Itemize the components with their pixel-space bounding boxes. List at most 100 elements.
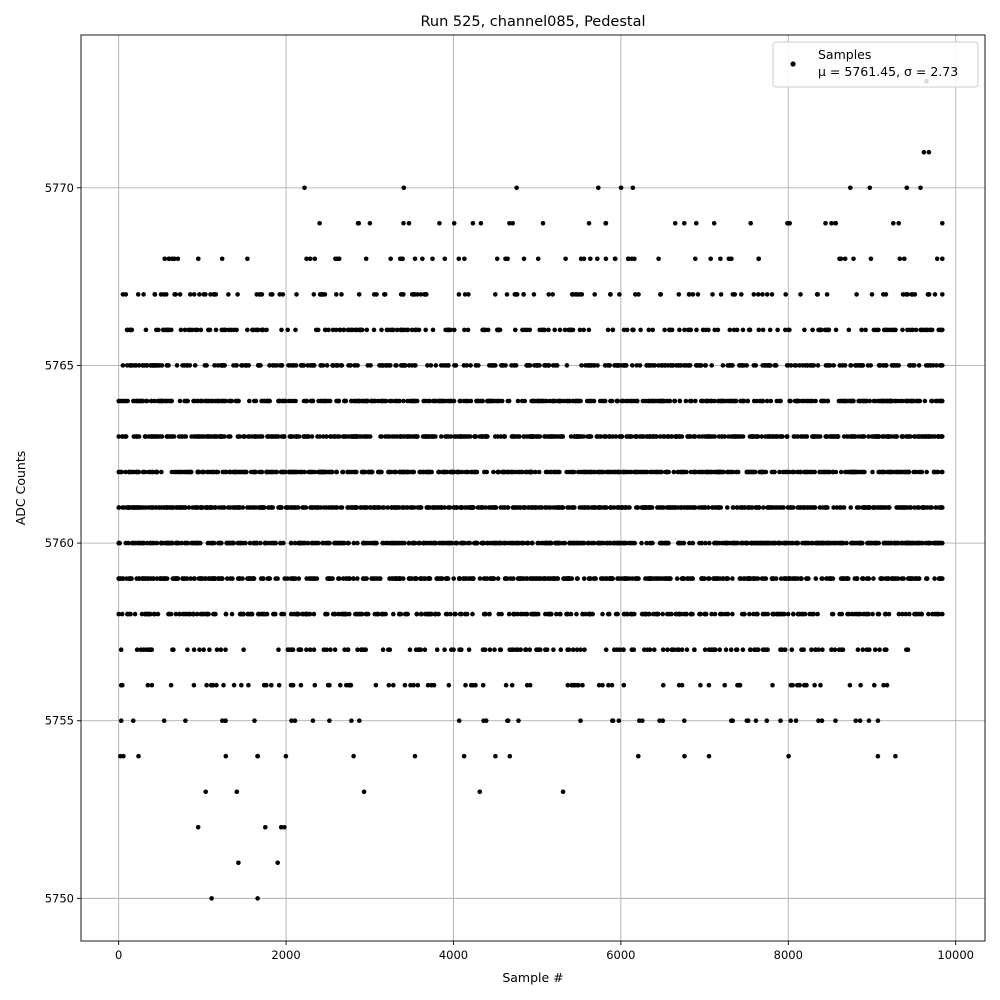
data-point	[650, 540, 655, 546]
data-point	[709, 611, 714, 617]
data-point	[730, 718, 735, 723]
data-point	[224, 576, 230, 581]
data-point	[236, 860, 241, 866]
data-point	[380, 540, 386, 546]
data-point	[145, 682, 151, 688]
data-point	[413, 647, 419, 652]
data-point	[725, 505, 730, 510]
data-point	[783, 292, 788, 297]
data-point	[406, 540, 412, 546]
data-point	[793, 576, 798, 581]
data-point	[294, 434, 299, 439]
data-point	[424, 398, 429, 404]
data-point	[521, 256, 527, 262]
data-point	[694, 221, 699, 226]
data-point	[131, 505, 137, 510]
data-point	[818, 540, 824, 546]
data-point	[864, 647, 870, 652]
data-point	[310, 540, 315, 546]
data-point	[844, 540, 849, 546]
data-point	[173, 292, 178, 297]
data-point	[657, 718, 662, 723]
data-point	[182, 327, 188, 333]
data-point	[217, 434, 223, 439]
data-point	[561, 540, 566, 546]
data-point	[183, 434, 189, 439]
data-point	[455, 469, 460, 475]
data-point	[118, 647, 124, 652]
data-point	[662, 540, 667, 546]
data-point	[870, 611, 875, 617]
data-point	[932, 540, 937, 546]
data-point	[848, 434, 854, 439]
data-point	[202, 398, 208, 404]
data-point	[417, 505, 422, 510]
data-point	[727, 327, 733, 333]
data-point	[373, 505, 379, 510]
data-point	[177, 292, 183, 297]
data-point	[406, 576, 412, 581]
data-point	[140, 576, 146, 581]
data-point	[307, 647, 313, 652]
data-point	[345, 505, 351, 510]
data-point	[817, 327, 823, 333]
data-point	[643, 611, 649, 617]
data-point	[919, 611, 924, 617]
data-point	[354, 505, 360, 510]
data-point	[381, 505, 387, 510]
data-point	[854, 292, 859, 297]
data-point	[827, 469, 832, 475]
data-point	[745, 718, 751, 723]
data-point	[184, 398, 189, 404]
data-point	[293, 327, 298, 333]
data-point	[140, 398, 145, 404]
data-point	[642, 505, 648, 510]
data-point	[837, 256, 842, 262]
data-point	[578, 647, 583, 652]
data-point	[223, 718, 228, 723]
data-point	[279, 363, 285, 368]
data-point	[203, 789, 208, 795]
data-point	[823, 363, 829, 368]
data-point	[468, 363, 473, 368]
data-point	[346, 682, 352, 688]
data-point	[740, 327, 746, 333]
data-point	[710, 505, 715, 510]
data-point	[524, 434, 530, 439]
data-point	[698, 398, 704, 404]
data-point	[285, 647, 291, 652]
data-point	[324, 434, 329, 439]
data-point	[351, 753, 356, 759]
data-point	[140, 469, 146, 475]
data-point	[780, 611, 786, 617]
data-point	[509, 682, 515, 688]
data-point	[135, 505, 140, 510]
data-point	[667, 327, 672, 333]
data-point	[353, 327, 359, 333]
data-point	[669, 434, 674, 439]
data-point	[686, 292, 692, 297]
data-point	[443, 363, 449, 368]
data-point	[900, 327, 905, 333]
data-point	[332, 611, 338, 617]
data-point	[932, 576, 937, 581]
data-point	[626, 256, 631, 262]
data-point	[502, 540, 507, 546]
data-point	[545, 434, 550, 439]
data-point	[470, 682, 476, 688]
data-point	[159, 469, 164, 475]
data-point	[875, 753, 881, 759]
data-point	[379, 327, 384, 333]
data-point	[491, 363, 497, 368]
data-point	[690, 540, 696, 546]
data-point	[297, 540, 302, 546]
data-point	[134, 647, 140, 652]
data-point	[136, 434, 142, 439]
data-point	[639, 540, 644, 546]
data-point	[715, 469, 720, 475]
data-point	[199, 398, 204, 404]
data-point	[502, 434, 507, 439]
data-point	[325, 540, 330, 546]
data-point	[420, 256, 425, 262]
data-point	[935, 540, 941, 546]
